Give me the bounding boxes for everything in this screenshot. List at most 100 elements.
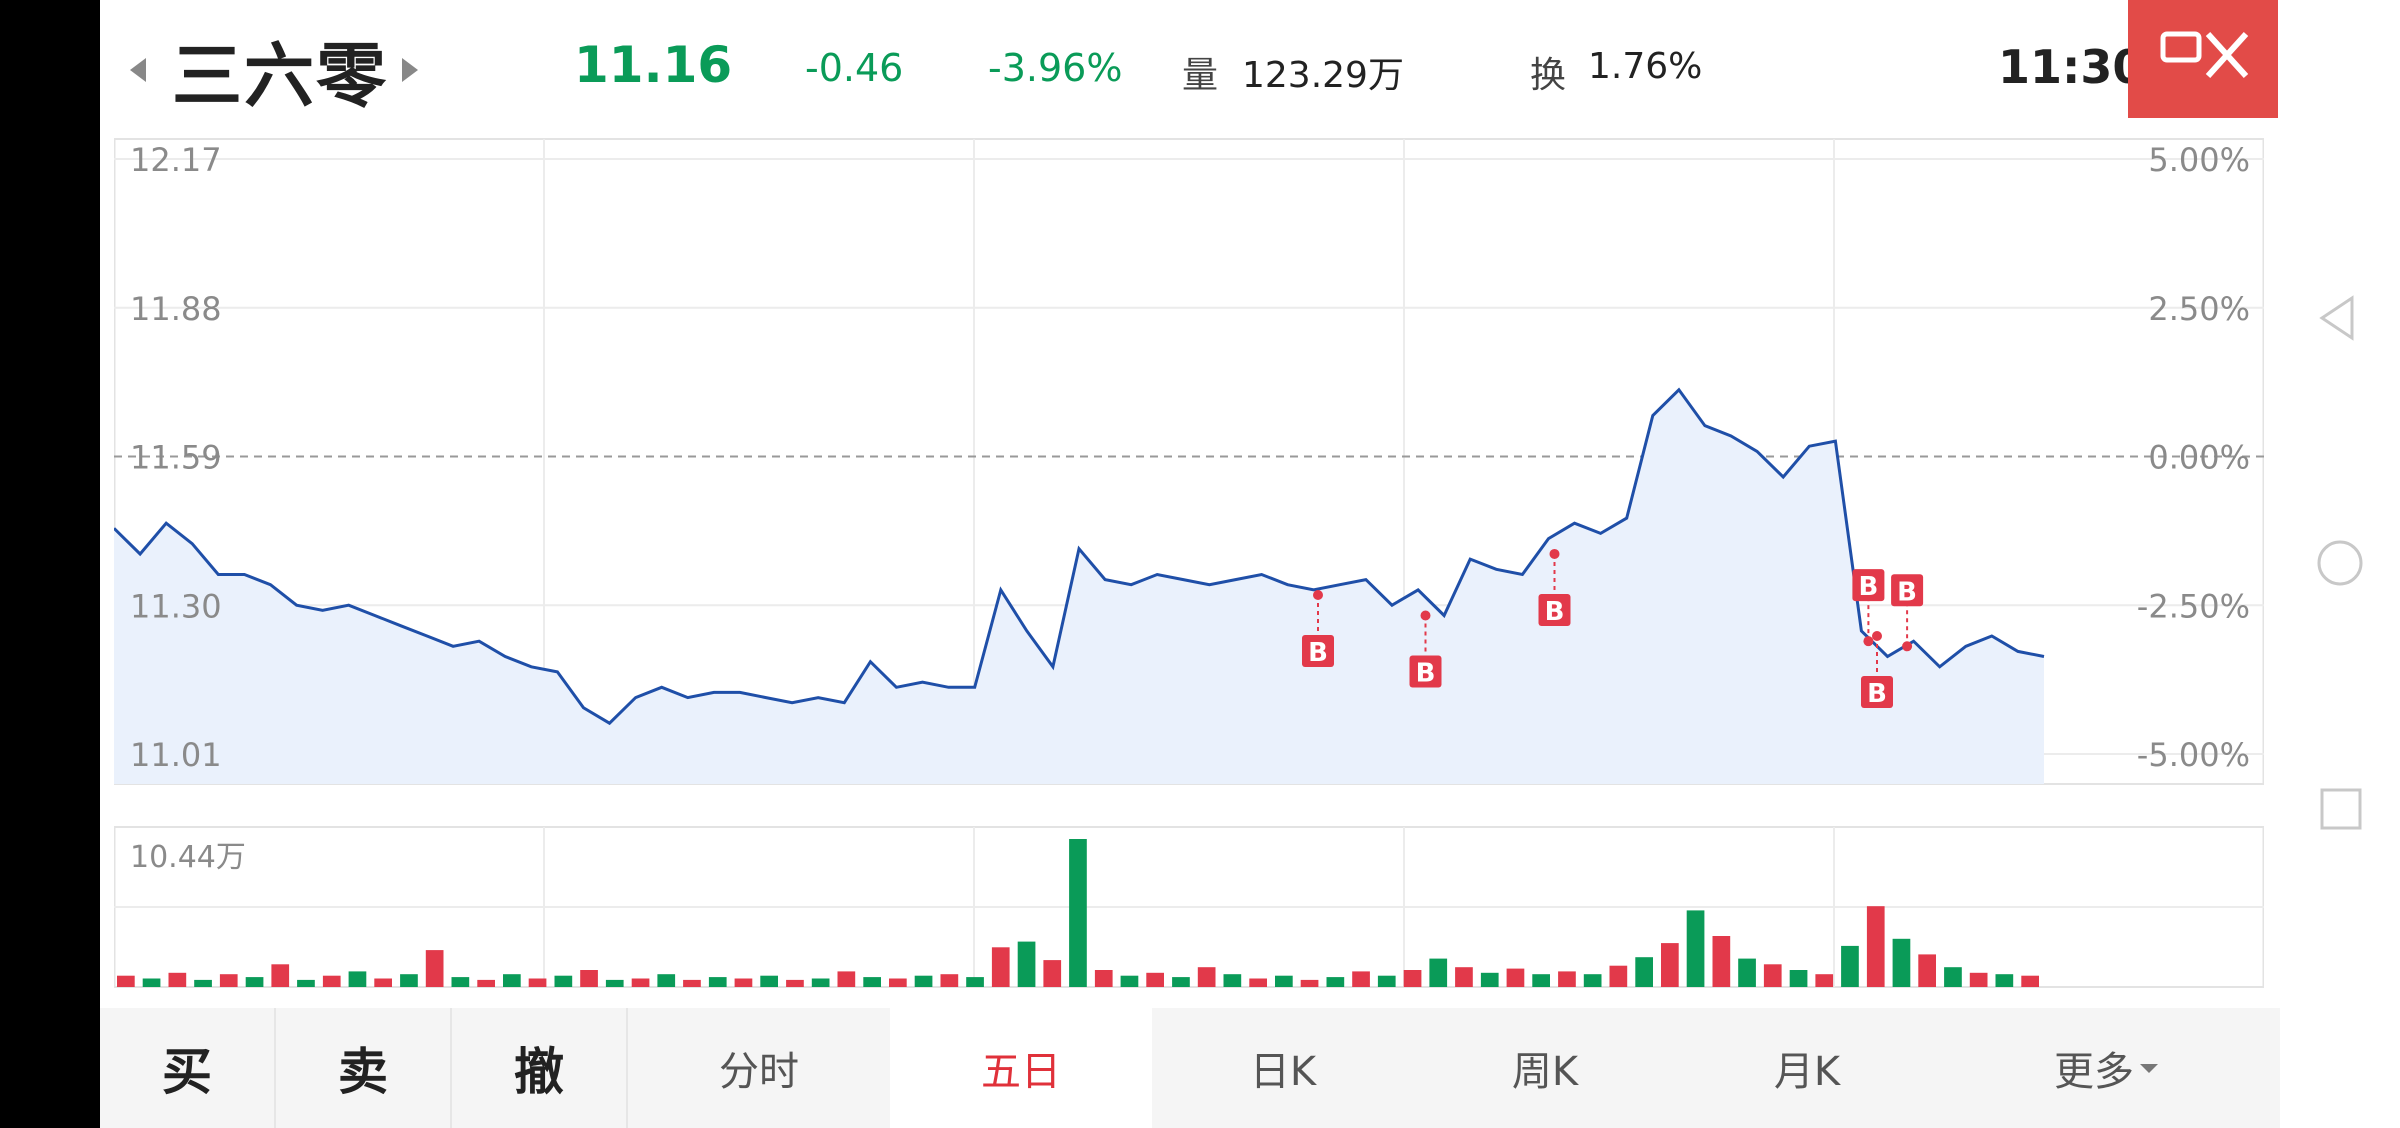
caret-left-icon[interactable] — [130, 58, 146, 82]
trade-marker-dot — [1313, 589, 1323, 600]
system-nav-bar — [2280, 0, 2400, 1128]
tab-intraday[interactable]: 分时 — [719, 1049, 799, 1095]
left-tick-label: 11.01 — [130, 736, 222, 774]
caret-right-icon[interactable] — [402, 58, 418, 82]
volume-bar — [503, 974, 521, 987]
volume-max-label: 10.44万 — [130, 840, 246, 875]
volume-bar — [811, 978, 830, 987]
volume-bar — [322, 975, 341, 987]
volume-bar — [1789, 970, 1808, 987]
volume-bar — [1146, 972, 1164, 987]
right-tick-label: -2.50% — [2137, 587, 2250, 625]
trade-marker-dot — [1872, 631, 1882, 642]
volume-bar — [1223, 974, 1242, 987]
volume-bar — [734, 978, 753, 987]
volume-bar — [1403, 970, 1422, 987]
trade-marker-label: B — [1858, 572, 1878, 602]
right-tick-label: -5.00% — [2137, 736, 2250, 774]
volume-bar — [657, 974, 676, 987]
volume-bar — [1017, 941, 1036, 987]
cancel-order-button[interactable]: 撤 — [452, 1008, 628, 1128]
left-tick-label: 12.17 — [130, 141, 222, 179]
bottom-tab-bar: 买 卖 撤 分时 五日 日K 周K 月K 更多 — [100, 1008, 2280, 1128]
volume-bar — [1480, 972, 1499, 987]
volume-bar — [1558, 971, 1576, 987]
volume-bar — [1609, 965, 1628, 987]
volume-bar — [708, 977, 727, 987]
volume-bar — [1686, 910, 1705, 987]
volume-bar — [1635, 957, 1653, 987]
price-change-percent: -3.96% — [988, 46, 1123, 90]
turnover-label: 换 — [1530, 55, 1567, 96]
volume-bar — [1197, 967, 1216, 987]
volume-bar — [991, 947, 1010, 987]
stock-name: 三六零 — [172, 35, 388, 117]
volume-bar — [1275, 975, 1293, 987]
buy-button[interactable]: 买 — [100, 1008, 276, 1128]
volume-bar — [271, 964, 290, 987]
trade-marker-dot — [1863, 636, 1874, 647]
trade-marker-label: B — [1867, 679, 1887, 709]
volume-bar — [1532, 974, 1550, 987]
left-tick-label: 11.30 — [130, 587, 222, 625]
volume-bar — [1738, 958, 1756, 987]
trade-marker-badge — [1302, 634, 1334, 667]
trade-marker-label: B — [1308, 638, 1328, 668]
volume-bar — [1712, 936, 1731, 987]
volume-bar — [940, 974, 959, 987]
volume-bar — [760, 975, 778, 987]
volume-bar — [1995, 974, 2014, 987]
volume-bar — [245, 977, 264, 987]
home-button[interactable] — [2280, 533, 2400, 593]
triangle-back-icon — [2319, 295, 2354, 341]
volume-bar — [348, 971, 367, 987]
time-display: 11:30 — [1998, 40, 2145, 94]
recents-button[interactable] — [2280, 778, 2400, 838]
trade-marker-dot — [1420, 610, 1431, 621]
volume-value: 123.29万 — [1242, 55, 1404, 96]
volume-bar — [683, 979, 701, 987]
volume-bar — [1661, 943, 1679, 987]
volume-bar — [117, 975, 135, 987]
volume-bar — [1120, 975, 1139, 987]
caret-down-icon — [2140, 1064, 2158, 1073]
trade-marker-badge — [1409, 655, 1442, 688]
volume-bar — [1841, 945, 1859, 987]
volume-bar — [1969, 972, 1988, 987]
tab-five-day[interactable]: 五日 — [890, 1008, 1152, 1128]
right-tick-label: 5.00% — [2148, 141, 2250, 179]
volume-bar — [2021, 975, 2039, 987]
volume-bar — [605, 979, 624, 987]
turnover-value: 1.76% — [1588, 46, 1703, 87]
volume-bar — [451, 977, 470, 987]
volume-bar — [580, 970, 598, 987]
back-button[interactable] — [2280, 288, 2400, 348]
volume-bar — [1892, 938, 1911, 987]
volume-bar — [425, 950, 444, 987]
volume-bar — [1455, 967, 1473, 987]
tab-monthly-k[interactable]: 月K — [1773, 1049, 1841, 1095]
circle-home-icon — [2317, 540, 2363, 586]
price-line — [114, 387, 2045, 726]
sell-button[interactable]: 卖 — [276, 1008, 452, 1128]
right-tick-label: 2.50% — [2148, 290, 2250, 328]
volume-label: 量 — [1182, 55, 1219, 96]
volume-bar — [1043, 960, 1062, 987]
volume-bar — [1506, 968, 1525, 987]
volume-bar — [297, 979, 315, 987]
trade-marker-label: B — [1897, 577, 1917, 607]
tab-more[interactable]: 更多 — [1938, 1008, 2280, 1128]
tab-weekly-k[interactable]: 周K — [1511, 1049, 1579, 1095]
trade-marker-label: B — [1416, 659, 1436, 689]
volume-bar — [168, 972, 187, 987]
volume-bar — [219, 974, 238, 987]
close-button[interactable] — [2128, 0, 2278, 118]
trade-marker-dot — [1902, 641, 1913, 652]
price-change: -0.46 — [805, 46, 904, 90]
volume-bar — [889, 978, 907, 987]
tab-daily-k[interactable]: 日K — [1249, 1049, 1317, 1095]
volume-bar — [1300, 979, 1319, 987]
volume-bar — [1918, 954, 1936, 987]
volume-bar — [863, 977, 881, 987]
